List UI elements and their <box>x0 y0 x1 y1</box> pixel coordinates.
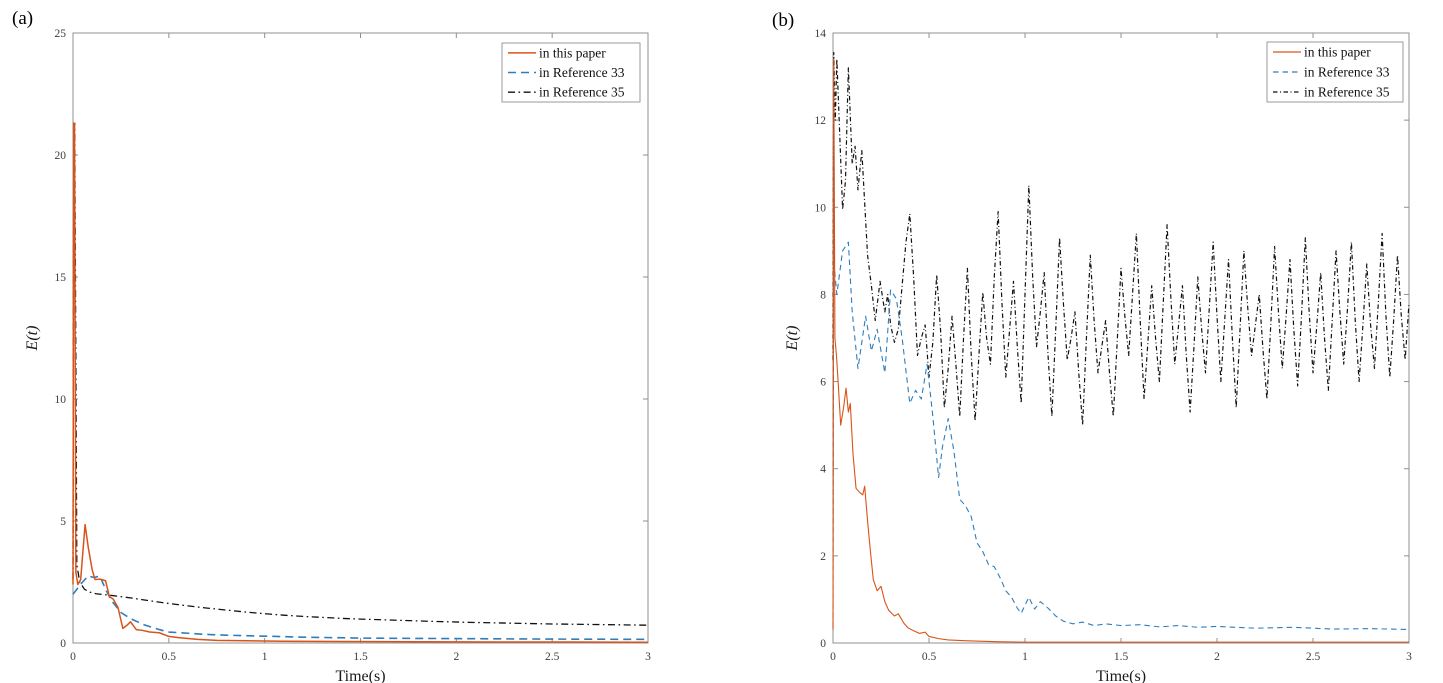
y-tick-label: 0 <box>820 638 826 650</box>
plot-svg-a: 0 0.5 1 1.5 2 2.5 3 0 5 10 15 20 25 Time(s) E(t) in thi… <box>24 28 651 683</box>
x-axis-label: Time(s) <box>1096 668 1146 683</box>
x-tick-label: 1 <box>1022 651 1028 663</box>
legend-label-2: in Reference 35 <box>1304 85 1390 100</box>
y-tick-label: 5 <box>60 516 66 528</box>
panel-label-a: (a) <box>12 8 34 29</box>
y-tick-label: 12 <box>815 115 827 127</box>
y-tick-label: 15 <box>55 272 67 284</box>
x-tick-label: 0.5 <box>162 651 177 663</box>
y-tick-label: 0 <box>60 638 66 650</box>
figure-panel-b: (b) 0 0.5 1 1.5 2 2.5 3 0 2 4 6 8 10 12 14 Time(s) E(t) i… <box>722 0 1443 683</box>
y-tick-label: 10 <box>55 394 67 406</box>
figure-panel-a: (a) 0 0.5 1 1.5 2 2.5 3 0 5 10 15 20 25 Time(s) E(t) in… <box>12 8 651 683</box>
y-tick-label: 10 <box>815 202 827 214</box>
x-tick-label: 3 <box>1406 651 1412 663</box>
legend-label-0: in this paper <box>1304 45 1371 60</box>
y-tick-label: 25 <box>55 28 67 40</box>
y-axis-label: E(t) <box>24 326 41 352</box>
x-tick-label: 2.5 <box>545 651 560 663</box>
x-tick-label: 0 <box>70 651 76 663</box>
y-tick-label: 4 <box>820 464 826 476</box>
series-line-0 <box>72 122 649 644</box>
y-tick-label: 8 <box>820 289 826 301</box>
x-axis-label: Time(s) <box>335 668 385 683</box>
axis-box <box>72 32 649 644</box>
x-tick-label: 0.5 <box>922 651 937 663</box>
legend-label-1: in Reference 33 <box>539 65 625 80</box>
series-line-2 <box>832 52 1410 426</box>
legend-label-0: in this paper <box>539 45 606 60</box>
y-tick-label: 6 <box>820 377 826 389</box>
y-axis-label: E(t) <box>784 326 801 352</box>
x-tick-label: 0 <box>830 651 836 663</box>
series-line-0 <box>832 58 1409 643</box>
plot-svg-b: 0 0.5 1 1.5 2 2.5 3 0 2 4 6 8 10 12 14 Time(s) E(t) in th… <box>784 28 1412 683</box>
series-line-1 <box>72 575 649 641</box>
x-tick-label: 2.5 <box>1306 651 1321 663</box>
x-tick-label: 1 <box>262 651 268 663</box>
legend-label-1: in Reference 33 <box>1304 65 1390 80</box>
y-tick-label: 2 <box>820 551 826 563</box>
y-tick-label: 20 <box>55 150 67 162</box>
y-tick-label: 14 <box>815 28 827 40</box>
x-tick-label: 3 <box>645 651 651 663</box>
panel-label-b: (b) <box>772 10 795 31</box>
series-line-1 <box>832 241 1410 631</box>
x-tick-label: 1.5 <box>353 651 368 663</box>
x-tick-label: 2 <box>453 651 459 663</box>
axis-box <box>832 32 1410 644</box>
series-line-2 <box>72 122 649 626</box>
x-tick-label: 2 <box>1214 651 1220 663</box>
x-tick-label: 1.5 <box>1114 651 1129 663</box>
legend-label-2: in Reference 35 <box>539 85 625 100</box>
